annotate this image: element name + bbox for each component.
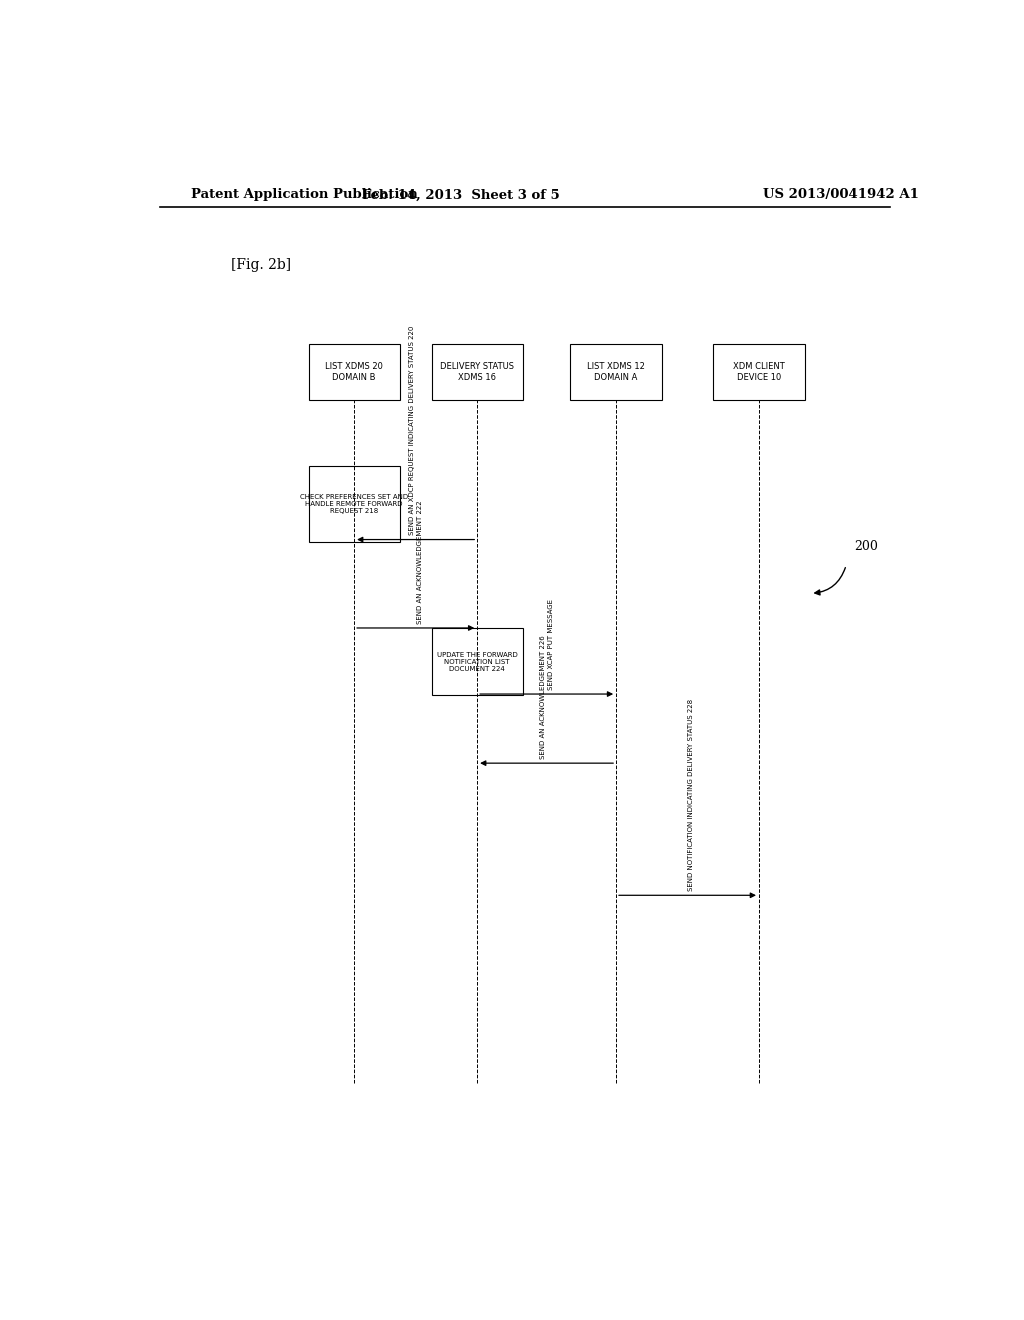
Bar [308, 345, 399, 400]
Text: Patent Application Publication: Patent Application Publication [191, 189, 418, 202]
Text: SEND AN ACKNOWLEDGEMENT 226: SEND AN ACKNOWLEDGEMENT 226 [540, 635, 546, 759]
Text: SEND XCAP PUT MESSAGE: SEND XCAP PUT MESSAGE [548, 599, 554, 690]
Bar [431, 345, 523, 400]
Bar [714, 345, 805, 400]
Text: DELIVERY STATUS
XDMS 16: DELIVERY STATUS XDMS 16 [440, 362, 514, 381]
Text: SEND AN ACKNOWLEDGEMENT 222: SEND AN ACKNOWLEDGEMENT 222 [417, 500, 423, 624]
Text: [Fig. 2b]: [Fig. 2b] [231, 259, 291, 272]
Text: SEND NOTIFICATION INDICATING DELIVERY STATUS 228: SEND NOTIFICATION INDICATING DELIVERY ST… [688, 700, 694, 891]
Text: SEND AN XDCP REQUEST INDICATING DELIVERY STATUS 220: SEND AN XDCP REQUEST INDICATING DELIVERY… [409, 326, 415, 536]
Text: CHECK PREFERENCES SET AND
HANDLE REMOTE FORWARD
REQUEST 218: CHECK PREFERENCES SET AND HANDLE REMOTE … [300, 494, 409, 513]
FancyArrowPatch shape [815, 568, 846, 595]
Text: Feb. 14, 2013  Sheet 3 of 5: Feb. 14, 2013 Sheet 3 of 5 [362, 189, 560, 202]
Text: LIST XDMS 12
DOMAIN A: LIST XDMS 12 DOMAIN A [587, 362, 645, 381]
Bar [308, 466, 399, 543]
Bar [570, 345, 662, 400]
Bar [431, 628, 523, 694]
Text: XDM CLIENT
DEVICE 10: XDM CLIENT DEVICE 10 [733, 362, 784, 381]
Text: 200: 200 [854, 540, 878, 553]
Text: LIST XDMS 20
DOMAIN B: LIST XDMS 20 DOMAIN B [326, 362, 383, 381]
Text: US 2013/0041942 A1: US 2013/0041942 A1 [763, 189, 919, 202]
Text: UPDATE THE FORWARD
NOTIFICATION LIST
DOCUMENT 224: UPDATE THE FORWARD NOTIFICATION LIST DOC… [437, 652, 517, 672]
